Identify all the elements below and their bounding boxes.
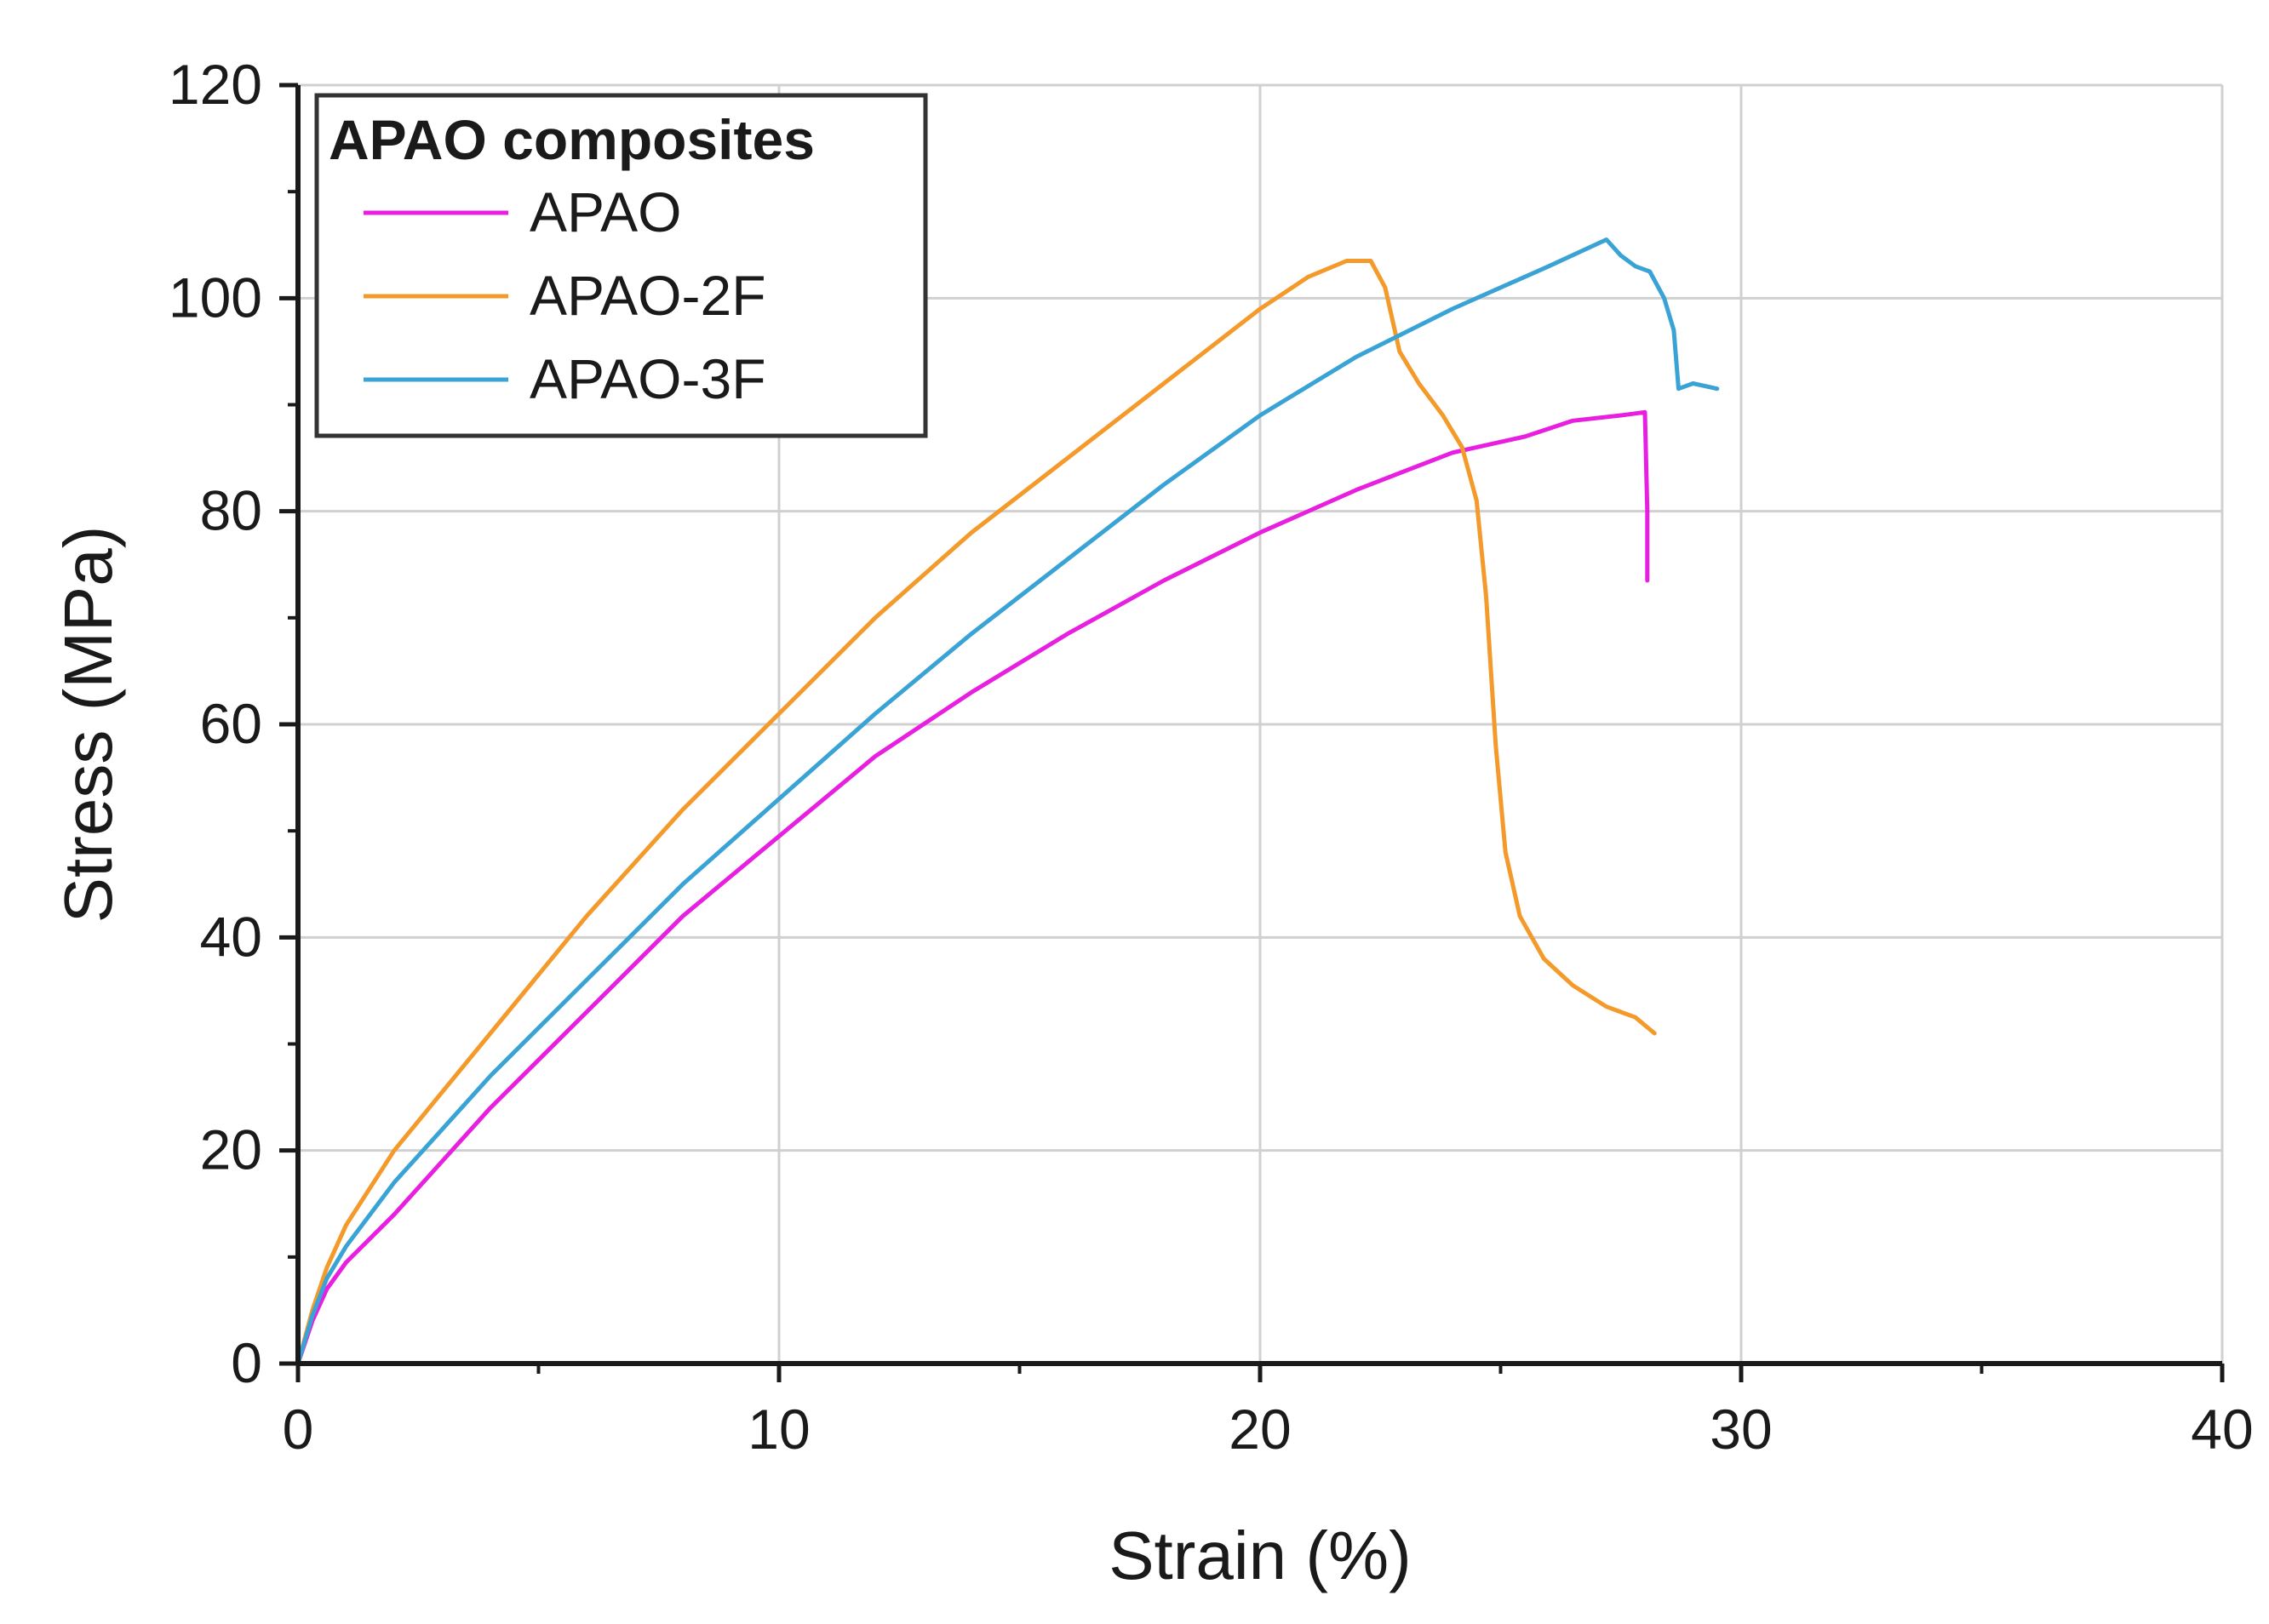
y-tick-label: 0 xyxy=(231,1331,262,1394)
x-tick-label: 30 xyxy=(1710,1398,1772,1461)
y-axis-title: Stress (MPa) xyxy=(50,526,126,924)
y-tick-label: 20 xyxy=(200,1118,262,1181)
legend-label-apao: APAO xyxy=(530,180,682,243)
x-tick-label: 10 xyxy=(748,1398,810,1461)
series-line-apao-3f xyxy=(295,237,1720,1366)
series-line-apao-2f xyxy=(295,259,1657,1366)
x-tick-label: 20 xyxy=(1229,1398,1291,1461)
ticks-layer: 0 10 20 30 40 0 20 40 60 80 100 120 xyxy=(169,53,2254,1461)
series-layer xyxy=(295,237,1720,1366)
x-tick-label: 0 xyxy=(283,1398,314,1461)
y-tick-label: 80 xyxy=(200,479,262,542)
legend-title: APAO composites xyxy=(329,108,815,171)
x-axis-title: Strain (%) xyxy=(1109,1518,1412,1593)
y-tick-label: 120 xyxy=(169,53,262,116)
y-tick-label: 100 xyxy=(169,266,262,329)
x-tick-label: 40 xyxy=(2191,1398,2253,1461)
series-line-apao xyxy=(295,409,1650,1366)
legend-label-apao-3f: APAO-3F xyxy=(530,347,766,410)
legend-entries: APAO APAO-2F APAO-3F xyxy=(364,180,766,410)
legend-label-apao-2f: APAO-2F xyxy=(530,264,766,327)
y-tick-label: 40 xyxy=(200,905,262,968)
y-tick-label: 60 xyxy=(200,692,262,755)
legend: APAO composites APAO APAO-2F APAO-3F xyxy=(314,93,928,438)
